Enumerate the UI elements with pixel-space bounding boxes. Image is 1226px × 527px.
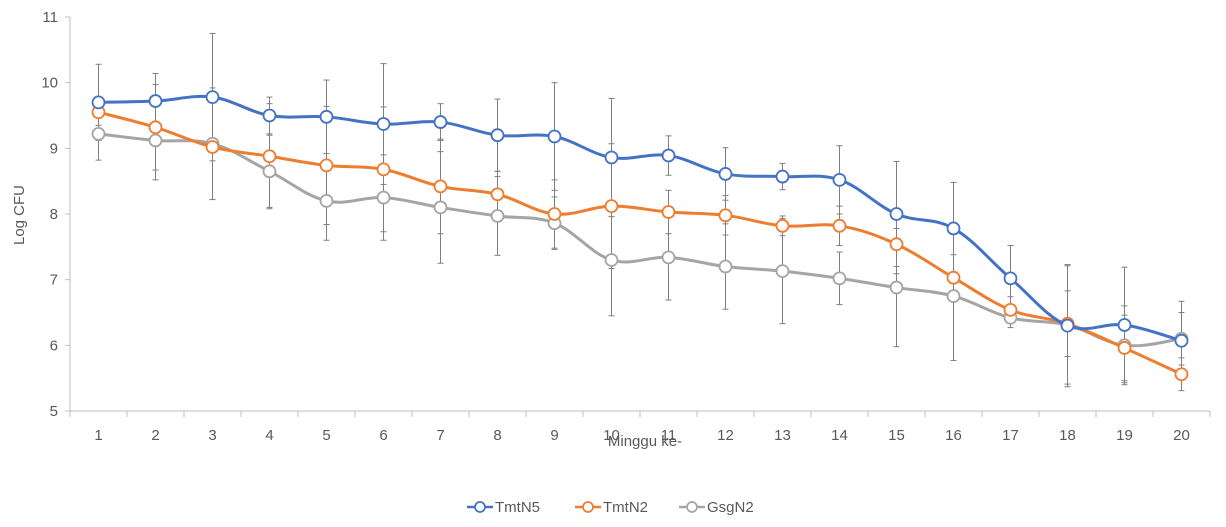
data-point: [1117, 341, 1132, 355]
x-tick-label: 12: [717, 427, 734, 444]
data-point: [946, 270, 961, 285]
data-point: [91, 126, 106, 141]
data-point: [148, 133, 163, 148]
data-point: [718, 259, 733, 274]
data-point: [433, 115, 448, 129]
data-point: [661, 148, 676, 163]
x-tick-label: 11: [661, 427, 677, 444]
data-point: [775, 218, 790, 233]
data-point: [1117, 318, 1132, 332]
data-point: [91, 95, 106, 110]
y-tick-label: 5: [50, 403, 58, 420]
data-point: [205, 90, 220, 105]
x-tick-label: 19: [1116, 427, 1133, 444]
data-point: [946, 221, 961, 236]
legend-label: TmtN5: [495, 499, 540, 516]
data-point: [661, 205, 676, 219]
y-tick-label: 11: [42, 9, 58, 26]
x-tick-label: 3: [208, 427, 216, 444]
data-point: [547, 129, 562, 144]
x-tick-label: 9: [550, 427, 558, 444]
data-point: [319, 193, 334, 208]
data-point: [889, 280, 904, 295]
data-point: [148, 94, 163, 108]
data-point: [433, 179, 448, 194]
y-tick-label: 10: [41, 75, 58, 92]
data-point: [775, 264, 790, 279]
data-point: [832, 271, 847, 286]
x-tick-label: 20: [1173, 427, 1190, 444]
data-point: [604, 199, 619, 214]
data-point: [604, 253, 619, 267]
series-line-tmtn5: [98, 94, 1182, 343]
legend: TmtN5 TmtN2 GsgN2: [467, 499, 754, 516]
legend-marker: [474, 501, 486, 513]
x-tick-label: 1: [94, 427, 102, 444]
data-point: [604, 150, 619, 165]
data-point: [376, 162, 391, 177]
y-axis-title: Log CFU: [11, 185, 28, 245]
data-point: [547, 207, 562, 221]
data-point: [889, 237, 904, 252]
data-point: [775, 169, 790, 184]
y-axis: 5 6 7 8 9 10 11: [41, 9, 71, 420]
data-point: [148, 120, 163, 135]
data-point: [1003, 271, 1018, 286]
data-point: [376, 190, 391, 205]
data-point: [889, 207, 904, 221]
y-tick-label: 6: [50, 337, 58, 354]
x-tick-label: 6: [379, 427, 387, 444]
data-point: [490, 128, 505, 143]
x-axis: 1 2 3 4 5 6 7 8 9 10 11 12 13 14 15 16 17 18 19 20: [69, 410, 1211, 444]
data-point: [490, 209, 505, 223]
legend-item-gsgn2: GsgN2: [679, 499, 754, 516]
data-point: [1174, 367, 1189, 382]
series-lines: [91, 90, 1189, 382]
data-point: [490, 187, 505, 202]
data-point: [1174, 333, 1189, 348]
data-point: [319, 158, 334, 173]
legend-marker: [582, 501, 594, 513]
x-tick-label: 15: [888, 427, 905, 444]
data-point: [262, 108, 277, 123]
legend-item-tmtn5: TmtN5: [467, 499, 540, 516]
x-tick-label: 13: [774, 427, 791, 444]
data-point: [376, 117, 391, 131]
x-axis-title: Minggu ke-: [608, 433, 682, 450]
y-tick-label: 8: [50, 206, 58, 223]
legend-label: TmtN2: [603, 499, 648, 516]
data-point: [1060, 318, 1075, 333]
x-tick-label: 10: [603, 427, 620, 444]
error-bars: [95, 32, 1185, 392]
legend-marker: [686, 501, 698, 513]
data-point: [1003, 302, 1018, 317]
legend-item-tmtn2: TmtN2: [575, 499, 648, 516]
data-point: [661, 250, 676, 265]
x-tick-label: 14: [831, 427, 848, 444]
data-point: [262, 149, 277, 164]
data-point: [832, 172, 847, 187]
data-point: [205, 140, 220, 154]
data-point: [832, 218, 847, 233]
data-point: [262, 164, 277, 179]
data-point: [946, 289, 961, 303]
data-point: [718, 208, 733, 223]
x-tick-label: 7: [436, 427, 444, 444]
data-point: [718, 167, 733, 181]
x-tick-label: 5: [322, 427, 330, 444]
legend-label: GsgN2: [707, 499, 754, 516]
x-tick-label: 18: [1059, 427, 1076, 444]
series-line-tmtn2: [98, 110, 1183, 376]
y-tick-label: 9: [50, 140, 58, 157]
data-point: [319, 109, 334, 124]
y-tick-label: 7: [50, 272, 58, 289]
x-tick-label: 8: [493, 427, 501, 444]
x-tick-label: 2: [151, 427, 159, 444]
x-tick-label: 16: [945, 427, 962, 444]
data-point: [433, 200, 448, 215]
x-tick-label: 4: [265, 427, 273, 444]
x-tick-label: 17: [1002, 427, 1019, 444]
